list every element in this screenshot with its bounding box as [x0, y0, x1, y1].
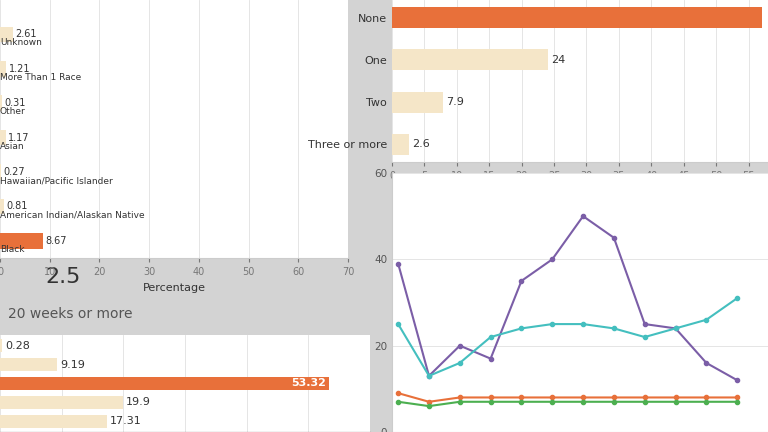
Bar	[392, 7, 762, 29]
Bar	[0, 199, 4, 214]
Text: 17.31: 17.31	[110, 416, 141, 426]
Text: 19.9: 19.9	[126, 397, 151, 407]
Bar	[0, 415, 107, 428]
Bar	[0, 130, 6, 145]
Bar	[392, 133, 409, 155]
Text: 9.19: 9.19	[60, 359, 84, 369]
Text: 20 weeks or more: 20 weeks or more	[8, 307, 133, 321]
Text: 1.17: 1.17	[8, 133, 30, 143]
Text: More Than 1 Race: More Than 1 Race	[0, 73, 81, 82]
Bar	[0, 340, 2, 352]
Bar	[0, 164, 2, 180]
Text: Black: Black	[0, 245, 25, 254]
Text: 0.31: 0.31	[4, 98, 25, 108]
Bar	[0, 27, 13, 42]
Text: Asian: Asian	[0, 142, 25, 151]
Text: 2.5: 2.5	[45, 267, 81, 287]
Text: 0.28: 0.28	[5, 340, 30, 351]
Text: 53.32: 53.32	[291, 378, 326, 388]
Text: 2.61: 2.61	[15, 29, 37, 39]
Bar	[392, 92, 443, 113]
Text: 8.67: 8.67	[45, 236, 67, 246]
Text: 24: 24	[551, 55, 565, 65]
Bar	[0, 95, 2, 111]
X-axis label: Percentage: Percentage	[143, 283, 206, 292]
Bar	[0, 359, 57, 371]
Text: Other: Other	[0, 107, 26, 116]
Text: Hawaiian/Pacific Islander: Hawaiian/Pacific Islander	[0, 176, 113, 185]
Text: 7.9: 7.9	[446, 97, 465, 107]
Bar	[0, 377, 329, 390]
Bar	[0, 233, 43, 248]
Text: 0.81: 0.81	[6, 201, 28, 211]
Bar	[0, 61, 6, 76]
Bar	[392, 49, 548, 70]
Text: 0.27: 0.27	[4, 167, 25, 177]
Text: American Indian/Alaskan Native: American Indian/Alaskan Native	[0, 210, 144, 219]
Text: 2.6: 2.6	[412, 139, 430, 149]
Text: Unknown: Unknown	[0, 38, 42, 48]
Text: 1.21: 1.21	[8, 64, 30, 74]
Bar	[0, 396, 123, 409]
